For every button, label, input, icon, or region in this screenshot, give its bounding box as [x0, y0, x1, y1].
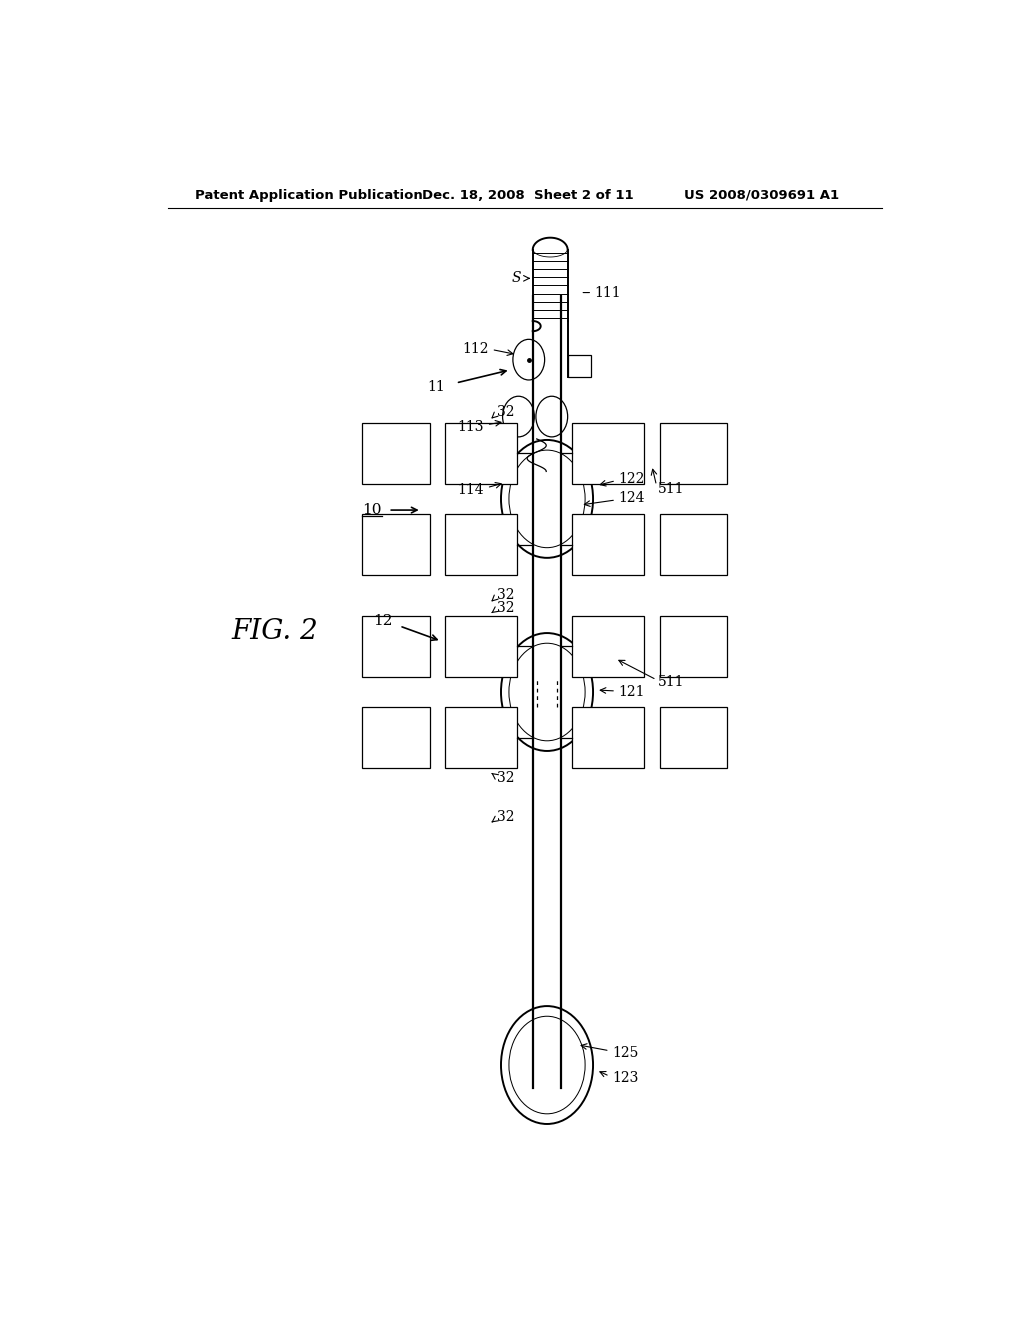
Text: 10: 10: [362, 503, 382, 517]
Bar: [572, 513, 644, 576]
Bar: [659, 615, 727, 677]
Text: 124: 124: [618, 491, 645, 504]
Circle shape: [501, 1006, 593, 1125]
Text: 32: 32: [497, 601, 514, 615]
Text: 125: 125: [612, 1045, 639, 1060]
Text: 12: 12: [373, 614, 392, 628]
Bar: [572, 615, 644, 677]
Text: US 2008/0309691 A1: US 2008/0309691 A1: [684, 189, 839, 202]
Bar: [362, 422, 430, 483]
Text: 122: 122: [618, 471, 645, 486]
Bar: [572, 708, 644, 768]
Text: 123: 123: [612, 1072, 639, 1085]
Circle shape: [503, 396, 535, 437]
Circle shape: [513, 339, 545, 380]
Text: 114: 114: [457, 483, 483, 496]
Bar: [659, 708, 727, 768]
Bar: [362, 615, 430, 677]
Circle shape: [501, 440, 593, 558]
Text: 111: 111: [594, 285, 621, 300]
Text: FIG. 2: FIG. 2: [231, 618, 318, 644]
Bar: [445, 422, 517, 483]
Text: 113: 113: [457, 420, 483, 434]
Circle shape: [536, 455, 567, 496]
Bar: [445, 708, 517, 768]
Text: Patent Application Publication: Patent Application Publication: [196, 189, 423, 202]
Text: S: S: [511, 272, 521, 285]
Text: 32: 32: [497, 810, 514, 824]
Circle shape: [503, 455, 535, 496]
Circle shape: [509, 450, 585, 548]
Text: 11: 11: [428, 380, 445, 395]
Circle shape: [536, 396, 567, 437]
Bar: [445, 513, 517, 576]
Circle shape: [509, 1016, 585, 1114]
Bar: [659, 422, 727, 483]
Text: 32: 32: [497, 589, 514, 602]
Text: 121: 121: [618, 685, 645, 700]
Text: 32: 32: [497, 405, 514, 420]
Text: Dec. 18, 2008  Sheet 2 of 11: Dec. 18, 2008 Sheet 2 of 11: [422, 189, 633, 202]
Circle shape: [501, 634, 593, 751]
Text: 32: 32: [497, 771, 514, 785]
Bar: [659, 513, 727, 576]
Text: 112: 112: [463, 342, 489, 356]
Bar: [567, 355, 592, 378]
Bar: [362, 513, 430, 576]
Bar: [572, 422, 644, 483]
Text: 511: 511: [658, 675, 685, 689]
Bar: [445, 615, 517, 677]
Text: 511: 511: [658, 482, 685, 496]
Circle shape: [509, 643, 585, 741]
Bar: [362, 708, 430, 768]
